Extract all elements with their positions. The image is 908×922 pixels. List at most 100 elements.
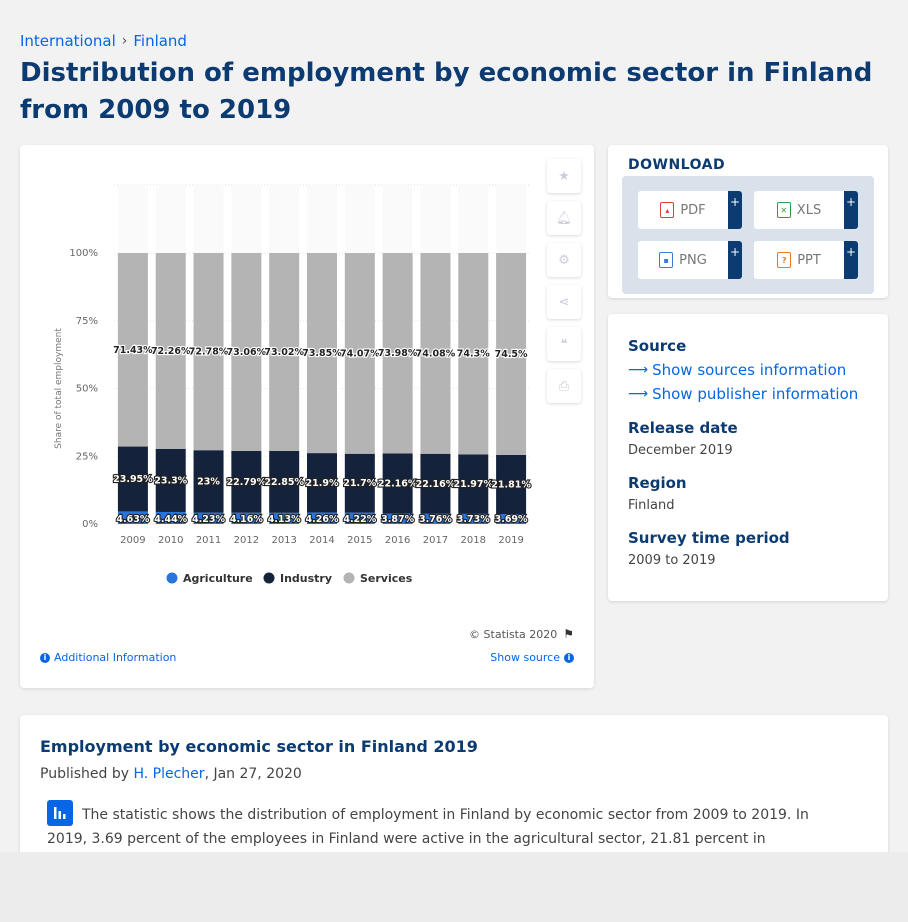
y-tick-label: 25% [76, 451, 98, 462]
bar-agriculture-2011 [193, 512, 224, 524]
bar-industry-2018 [458, 454, 489, 514]
source-label: Source [628, 337, 687, 355]
download-xls-plus[interactable]: + [844, 191, 858, 229]
breadcrumb: International › Finland [20, 32, 187, 50]
additional-info-label: Additional Information [54, 651, 177, 664]
data-label: 73.06% [227, 347, 267, 358]
quote-icon[interactable]: ❝ [547, 327, 581, 361]
y-tick-label: 50% [76, 384, 98, 395]
x-tick-label: 2015 [347, 535, 372, 546]
data-label: 4.23% [192, 514, 225, 525]
arrow-right-icon: ⟶ [628, 386, 649, 402]
data-label: 22.16% [378, 478, 418, 489]
download-box: ▴ PDF + ✕ XLS + ▪ PNG + ? PPT + [622, 176, 874, 294]
breadcrumb-finland[interactable]: Finland [133, 32, 187, 50]
download-pdf-button[interactable]: ▴ PDF + [638, 191, 742, 229]
survey-period-value: 2009 to 2019 [628, 553, 716, 568]
bar-agriculture-2014 [307, 512, 337, 524]
arrow-right-icon: ⟶ [628, 362, 649, 378]
region-label: Region [628, 474, 687, 492]
data-label: 73.98% [378, 348, 418, 359]
x-tick-label: 2019 [498, 535, 523, 546]
bar-services-2014 [307, 252, 337, 454]
legend-label-services: Services [360, 572, 413, 585]
bar-services-2011 [193, 252, 224, 451]
data-label: 22.79% [227, 477, 267, 488]
published-prefix: Published by [40, 766, 130, 782]
info-icon: i [564, 652, 574, 663]
data-label: 3.87% [381, 514, 414, 525]
download-card: DOWNLOAD ▴ PDF + ✕ XLS + ▪ PNG + ? PPT + [608, 145, 888, 298]
bar-agriculture-2019 [496, 514, 527, 524]
data-label: 22.16% [416, 479, 456, 490]
bar-services-2015 [344, 253, 375, 454]
description-text: The statistic shows the distribution of … [47, 807, 809, 847]
legend-marker-agriculture [166, 572, 178, 584]
download-png-button[interactable]: ▪ PNG + [638, 241, 742, 279]
download-pdf-plus[interactable]: + [728, 191, 742, 229]
bar-industry-2010 [155, 448, 186, 512]
data-label: 4.63% [116, 514, 149, 525]
published-date: , Jan 27, 2020 [204, 766, 302, 782]
release-date-value: December 2019 [628, 443, 733, 458]
data-label: 4.13% [268, 514, 301, 525]
data-label: 4.16% [230, 514, 263, 525]
show-publisher-link[interactable]: ⟶ Show publisher information [628, 385, 858, 403]
bar-agriculture-2016 [382, 513, 413, 524]
data-label: 21.97% [453, 479, 493, 490]
data-label: 4.26% [306, 514, 339, 525]
data-label: 21.9% [306, 478, 339, 489]
bottom-bar [0, 852, 908, 922]
gear-icon[interactable]: ⚙ [547, 243, 581, 277]
download-xls-button[interactable]: ✕ XLS + [754, 191, 858, 229]
author-link[interactable]: H. Plecher [133, 766, 205, 782]
print-icon[interactable]: ⎙ [547, 369, 581, 403]
bar-industry-2009 [117, 446, 148, 512]
data-label: 21.81% [491, 479, 531, 490]
data-label: 21.7% [343, 478, 376, 489]
bar-industry-2016 [382, 453, 413, 514]
data-label: 4.22% [343, 514, 376, 525]
show-publisher-label: Show publisher information [652, 385, 859, 403]
bar-services-2019 [496, 253, 527, 455]
data-label: 74.5% [495, 349, 528, 360]
breadcrumb-international[interactable]: International [20, 32, 116, 50]
description-card: Employment by economic sector in Finland… [20, 715, 888, 852]
data-label: 4.44% [154, 514, 187, 525]
data-label: 23.3% [154, 475, 187, 486]
bar-agriculture-2018 [458, 513, 489, 524]
share-icon[interactable]: ⋖ [547, 285, 581, 319]
data-label: 72.26% [151, 346, 191, 357]
copyright: © Statista 2020 ⚑ [469, 627, 574, 641]
pdf-file-icon: ▴ [660, 202, 675, 218]
bell-icon[interactable]: 🔔︎ [547, 201, 581, 235]
copyright-text: © Statista 2020 [469, 627, 558, 641]
show-source-link[interactable]: Show source i [490, 651, 574, 664]
data-label: 22.85% [264, 477, 304, 488]
download-ppt-label: PPT [797, 252, 821, 268]
chart: 0% 25% 50% 75% 100% Share of total employment… [54, 184, 532, 585]
download-ppt-plus[interactable]: + [844, 241, 858, 279]
bar-industry-2014 [307, 453, 337, 513]
x-tick-label: 2016 [385, 535, 410, 546]
data-label: 73.02% [264, 347, 304, 358]
data-label: 3.73% [457, 514, 490, 525]
legend-marker-services [343, 572, 355, 584]
download-png-plus[interactable]: + [728, 241, 742, 279]
bar-services-2010 [155, 253, 186, 449]
star-icon[interactable]: ★ [547, 159, 581, 193]
x-tick-label: 2010 [158, 535, 183, 546]
info-icon: i [40, 652, 50, 663]
x-tick-label: 2017 [423, 535, 448, 546]
legend-marker-industry [263, 572, 275, 584]
y-axis-label: Share of total employment [54, 328, 64, 449]
legend-label-industry: Industry [280, 572, 332, 585]
additional-info-link[interactable]: i Additional Information [40, 651, 176, 664]
survey-period-label: Survey time period [628, 529, 790, 547]
flag-icon[interactable]: ⚑ [563, 627, 574, 641]
bar-services-2017 [420, 253, 451, 454]
show-sources-link[interactable]: ⟶ Show sources information [628, 361, 846, 379]
chart-toolbar: ★ 🔔︎ ⚙ ⋖ ❝ ⎙ [547, 159, 581, 411]
download-ppt-button[interactable]: ? PPT + [754, 241, 858, 279]
page-title: Distribution of employment by economic s… [20, 58, 873, 125]
